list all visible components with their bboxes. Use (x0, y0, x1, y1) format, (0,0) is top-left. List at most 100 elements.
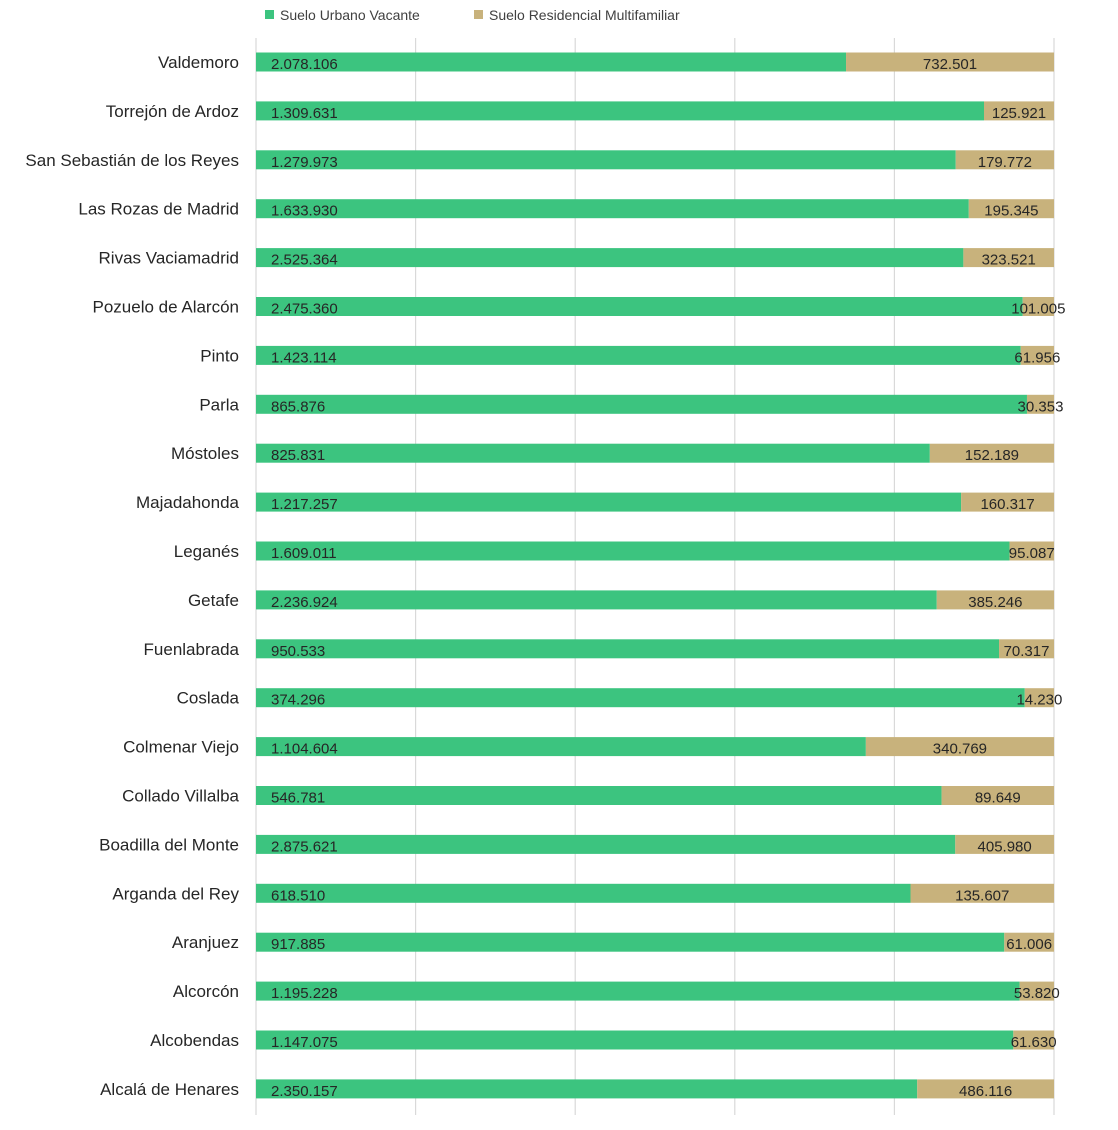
bar-suelo-urbano-vacante (256, 786, 942, 805)
data-label-urbano-vacante: 374.296 (271, 692, 325, 709)
category-label: Aranjuez (172, 933, 239, 952)
bar-suelo-residencial-multifamiliar (968, 199, 1054, 219)
category-label: Valdemoro (158, 53, 239, 72)
data-label-urbano-vacante: 1.217.257 (271, 496, 338, 513)
bar-suelo-urbano-vacante (256, 150, 956, 170)
category-label: Pinto (200, 346, 239, 365)
data-label-urbano-vacante: 1.609.011 (271, 545, 337, 562)
category-label: Fuenlabrada (144, 640, 240, 659)
data-label-residencial-multifamiliar: 61.956 (1014, 349, 1060, 366)
bar-suelo-residencial-multifamiliar (1013, 1030, 1054, 1050)
category-label: Majadahonda (136, 493, 240, 512)
data-label-residencial-multifamiliar: 405.980 (978, 838, 1032, 855)
bar-suelo-residencial-multifamiliar (1020, 345, 1054, 365)
category-label: Coslada (177, 689, 240, 708)
data-label-residencial-multifamiliar: 179.772 (978, 154, 1032, 171)
data-label-urbano-vacante: 917.885 (271, 936, 325, 953)
data-label-urbano-vacante: 1.309.631 (271, 105, 338, 122)
data-label-residencial-multifamiliar: 30.353 (1018, 398, 1064, 415)
data-label-residencial-multifamiliar: 89.649 (975, 790, 1021, 807)
bar-suelo-urbano-vacante (256, 932, 1005, 952)
category-label: Alcorcón (173, 982, 239, 1001)
bar-suelo-urbano-vacante (256, 297, 1023, 316)
bar-suelo-residencial-multifamiliar (955, 834, 1054, 854)
category-label: Pozuelo de Alarcón (93, 298, 240, 317)
bar-suelo-urbano-vacante (256, 688, 1025, 708)
data-label-urbano-vacante: 1.279.973 (271, 154, 338, 171)
category-labels: Valdemoro Torrejón de Ardoz San Sebastián … (25, 53, 239, 1099)
bar-suelo-residencial-multifamiliar (1019, 981, 1054, 1001)
data-label-residencial-multifamiliar: 70.317 (1004, 643, 1050, 660)
bar-suelo-urbano-vacante (256, 443, 930, 463)
bar-suelo-residencial-multifamiliar (941, 786, 1054, 805)
data-label-urbano-vacante: 2.236.924 (271, 594, 338, 611)
bar-suelo-residencial-multifamiliar (1024, 688, 1054, 708)
data-label-residencial-multifamiliar: 95.087 (1009, 545, 1055, 562)
bar-suelo-residencial-multifamiliar (961, 492, 1054, 512)
category-label: Las Rozas de Madrid (78, 200, 239, 219)
category-label: Collado Villalba (122, 787, 239, 806)
data-labels: 2.078.106 732.501 1.309.631 125.921 1.279.97… (271, 56, 1065, 1100)
bar-suelo-residencial-multifamiliar (865, 737, 1054, 757)
data-label-urbano-vacante: 825.831 (271, 447, 325, 464)
bar-suelo-residencial-multifamiliar (846, 52, 1054, 72)
bar-suelo-residencial-multifamiliar (910, 883, 1054, 903)
bar-suelo-urbano-vacante (256, 1079, 918, 1099)
bar-suelo-residencial-multifamiliar (984, 101, 1054, 121)
bar-suelo-urbano-vacante (256, 345, 1021, 365)
data-label-urbano-vacante: 950.533 (271, 643, 325, 660)
bar-suelo-residencial-multifamiliar (1004, 932, 1054, 952)
data-label-residencial-multifamiliar: 160.317 (980, 496, 1034, 513)
data-label-residencial-multifamiliar: 125.921 (992, 105, 1046, 122)
data-label-residencial-multifamiliar: 14.230 (1016, 692, 1062, 709)
category-label: Parla (199, 395, 239, 414)
data-label-residencial-multifamiliar: 101.005 (1011, 301, 1065, 318)
bar-suelo-residencial-multifamiliar (917, 1079, 1054, 1099)
bar-suelo-urbano-vacante (256, 737, 866, 757)
bar-suelo-residencial-multifamiliar (936, 590, 1054, 610)
bar-suelo-urbano-vacante (256, 883, 911, 903)
bars (256, 52, 1054, 1099)
bar-suelo-urbano-vacante (256, 834, 956, 854)
data-label-urbano-vacante: 1.147.075 (271, 1034, 338, 1051)
data-label-residencial-multifamiliar: 385.246 (968, 594, 1022, 611)
category-label: Getafe (188, 591, 239, 610)
data-label-urbano-vacante: 1.195.228 (271, 985, 338, 1002)
data-label-residencial-multifamiliar: 340.769 (933, 741, 987, 758)
category-label: Boadilla del Monte (99, 835, 239, 854)
bar-suelo-urbano-vacante (256, 1030, 1014, 1050)
data-label-urbano-vacante: 2.078.106 (271, 56, 338, 73)
category-label: Móstoles (171, 444, 239, 463)
category-label: Rivas Vaciamadrid (99, 249, 239, 268)
category-label: Alcalá de Henares (100, 1080, 239, 1099)
data-label-urbano-vacante: 2.350.157 (271, 1083, 338, 1100)
bar-suelo-residencial-multifamiliar (1022, 297, 1054, 316)
data-label-urbano-vacante: 1.633.930 (271, 203, 338, 220)
data-label-urbano-vacante: 546.781 (271, 790, 325, 807)
bar-suelo-urbano-vacante (256, 394, 1027, 414)
category-label: Colmenar Viejo (123, 738, 239, 757)
bar-suelo-urbano-vacante (256, 52, 847, 72)
bar-suelo-residencial-multifamiliar (929, 443, 1054, 463)
data-label-urbano-vacante: 1.104.604 (271, 741, 338, 758)
category-label: Arganda del Rey (112, 884, 239, 903)
category-label: Alcobendas (150, 1031, 239, 1050)
bar-suelo-urbano-vacante (256, 590, 937, 610)
data-label-urbano-vacante: 2.875.621 (271, 838, 338, 855)
legend-item-suelo-residencial-multifamiliar: Suelo Residencial Multifamiliar (489, 7, 680, 23)
bar-suelo-residencial-multifamiliar (955, 150, 1054, 170)
bar-suelo-urbano-vacante (256, 199, 969, 219)
bar-suelo-urbano-vacante (256, 101, 985, 121)
bar-suelo-urbano-vacante (256, 248, 964, 268)
category-label: San Sebastián de los Reyes (25, 151, 239, 170)
data-label-urbano-vacante: 1.423.114 (271, 349, 337, 366)
legend: Suelo Urbano Vacante Suelo Residencial Mu… (265, 7, 680, 23)
data-label-residencial-multifamiliar: 61.006 (1006, 936, 1052, 953)
category-label: Leganés (174, 542, 239, 561)
data-label-urbano-vacante: 2.525.364 (271, 252, 338, 269)
data-label-residencial-multifamiliar: 195.345 (984, 203, 1038, 220)
legend-swatch (265, 10, 274, 19)
data-label-urbano-vacante: 865.876 (271, 398, 325, 415)
